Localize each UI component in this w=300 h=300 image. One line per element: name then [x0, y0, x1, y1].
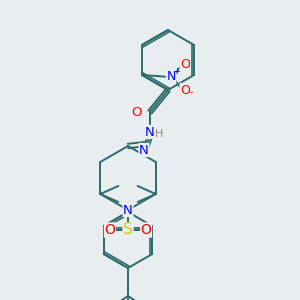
Text: =: =	[115, 224, 123, 234]
Text: N: N	[166, 70, 176, 83]
Text: =: =	[133, 224, 141, 234]
Text: N: N	[139, 143, 149, 157]
Text: N: N	[145, 125, 155, 139]
Text: O: O	[105, 223, 116, 237]
Text: O: O	[180, 58, 190, 70]
Text: -: -	[189, 87, 193, 97]
Text: O: O	[131, 106, 141, 118]
Text: +: +	[174, 68, 181, 76]
Text: S: S	[123, 223, 133, 238]
Text: O: O	[141, 223, 152, 237]
Text: N: N	[123, 203, 133, 217]
Text: O: O	[180, 83, 190, 97]
Text: H: H	[155, 129, 163, 139]
